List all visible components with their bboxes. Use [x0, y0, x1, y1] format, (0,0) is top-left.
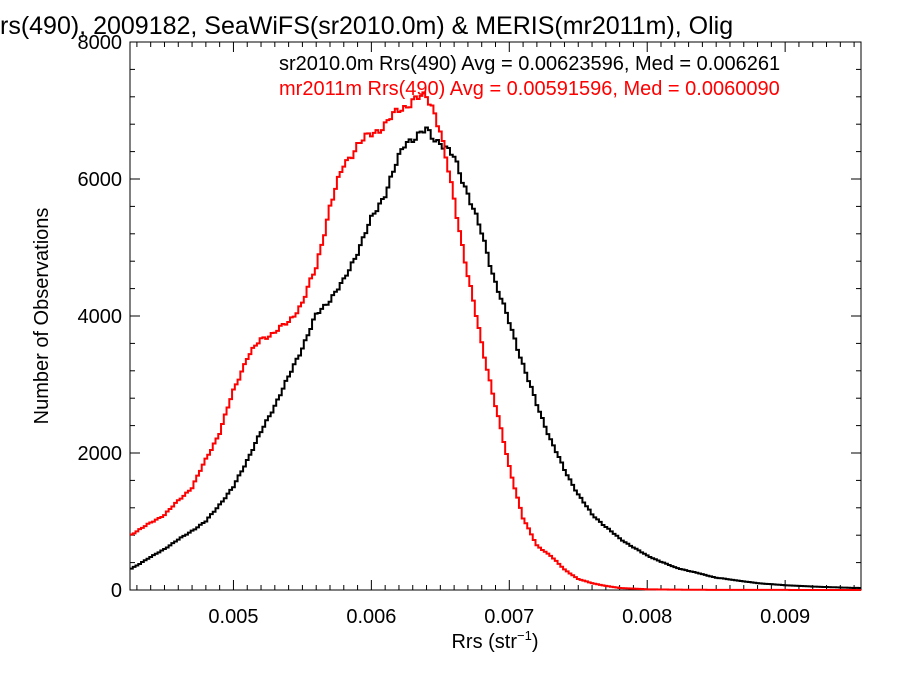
y-tick-label: 0: [111, 580, 122, 602]
plot-frame: [129, 41, 862, 591]
legend-entry-sr2010: sr2010.0m Rrs(490) Avg = 0.00623596, Med…: [279, 53, 780, 75]
y-axis-label: Number of Observations: [31, 208, 53, 425]
x-axis-label-text: Rrs (str: [451, 631, 517, 653]
y-tick-label: 8000: [78, 32, 123, 54]
y-tick-label: 2000: [78, 443, 123, 465]
legend-entry-mr2011: mr2011m Rrs(490) Avg = 0.00591596, Med =…: [279, 78, 780, 100]
x-axis-label-close: ): [532, 631, 539, 653]
y-tick-label: 4000: [78, 306, 123, 328]
series-line-sr2010: [130, 126, 861, 589]
x-tick-label: 0.006: [346, 606, 396, 628]
x-tick-label: 0.007: [484, 606, 534, 628]
chart-title: rs(490), 2009182, SeaWiFS(sr2010.0m) & M…: [0, 12, 733, 40]
y-axis: 0 2000 4000 6000 8000: [78, 32, 861, 602]
series-layer: [130, 91, 861, 591]
x-axis: 0.005 0.006 0.007 0.008 0.009: [136, 42, 855, 628]
x-tick-label: 0.009: [760, 606, 810, 628]
x-axis-label: Rrs (str−1): [451, 628, 538, 653]
x-tick-label: 0.008: [622, 606, 672, 628]
x-axis-label-superscript: −1: [517, 628, 532, 643]
x-tick-label: 0.005: [208, 606, 258, 628]
y-tick-label: 6000: [78, 169, 123, 191]
series-line-mr2011: [130, 91, 861, 591]
